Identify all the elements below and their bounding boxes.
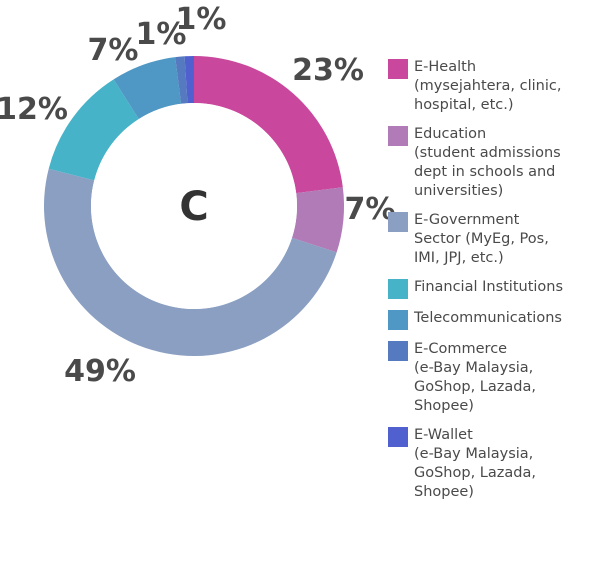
legend-swatch (388, 279, 408, 299)
legend: E-Health (mysejahtera, clinic, hospital, e… (388, 58, 608, 512)
value-label: 12% (0, 92, 68, 127)
legend-item: E-Commerce (e-Bay Malaysia, GoShop, Lazada… (388, 340, 608, 416)
slice-education (291, 187, 344, 253)
legend-swatch (388, 59, 408, 79)
legend-label: Telecommunications (414, 310, 562, 326)
legend-item: E-Health (mysejahtera, clinic, hospital, e… (388, 58, 608, 115)
value-label: 1% (176, 2, 227, 37)
legend-swatch (388, 310, 408, 330)
value-label: 7% (88, 33, 139, 68)
legend-label: E-Health (mysejahtera, clinic, hospital, e… (414, 59, 562, 113)
slice-e-health (194, 56, 343, 194)
legend-swatch (388, 427, 408, 447)
legend-label: Financial Institutions (414, 279, 564, 295)
value-label: 1% (136, 17, 187, 52)
center-label: C (179, 184, 208, 230)
legend-item: Financial Institutions (388, 278, 608, 299)
legend-item: Telecommunications (388, 309, 608, 330)
legend-label: E-Government Sector (MyEg, Pos, IMI, JPJ, … (414, 212, 549, 266)
slice-financial-institutions (48, 79, 139, 181)
donut-slices (43, 56, 344, 357)
legend-item: E-Wallet (e-Bay Malaysia, GoShop, Lazada, S… (388, 426, 608, 502)
donut-hole (91, 103, 297, 309)
value-label: 49% (64, 354, 136, 389)
legend-swatch (388, 126, 408, 146)
value-label: 7% (345, 192, 396, 227)
slice-e-commerce (175, 56, 188, 104)
slice-telecommunications (113, 57, 182, 120)
legend-label: E-Wallet (e-Bay Malaysia, GoShop, Lazada, S… (414, 427, 536, 500)
slice-e-wallet (184, 56, 194, 104)
legend-label: Education (student admissions dept in scho… (414, 126, 561, 199)
legend-item: E-Government Sector (MyEg, Pos, IMI, JPJ, … (388, 211, 608, 268)
legend-item: Education (student admissions dept in scho… (388, 125, 608, 201)
legend-label: E-Commerce (e-Bay Malaysia, GoShop, Lazada… (414, 341, 536, 414)
slice-e-government-sector (43, 168, 337, 357)
value-label: 23% (292, 53, 364, 88)
legend-swatch (388, 341, 408, 361)
value-labels: 23%7%49%12%7%1%1% (0, 2, 395, 389)
legend-swatch (388, 212, 408, 232)
